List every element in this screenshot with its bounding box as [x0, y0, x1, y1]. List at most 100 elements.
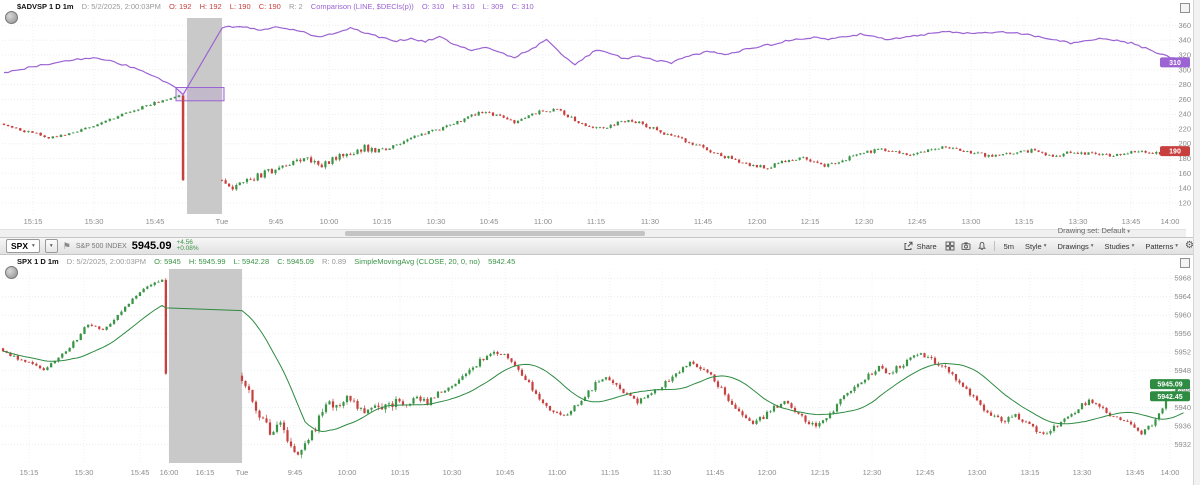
- svg-text:340: 340: [1178, 36, 1191, 45]
- svg-text:15:15: 15:15: [20, 468, 39, 477]
- svg-text:11:15: 11:15: [601, 468, 619, 477]
- svg-text:12:30: 12:30: [863, 468, 882, 477]
- chart-quick-options-icon[interactable]: [5, 11, 18, 24]
- settings-gear-icon[interactable]: ⚙: [1185, 240, 1194, 251]
- svg-text:120: 120: [1178, 198, 1191, 207]
- style-button[interactable]: Style ▾: [1021, 241, 1050, 252]
- svg-text:12:00: 12:00: [758, 468, 777, 477]
- advsp-chart-panel: $ADVSP 1 D 1m D: 5/2/2025, 2:00:03PM O: …: [0, 0, 1200, 237]
- share-label: Share: [916, 241, 937, 251]
- toolbar-right-group: Share 5m Style ▾ Drawings ▾: [898, 239, 1194, 254]
- close-value: C: 190: [258, 2, 281, 11]
- svg-text:10:00: 10:00: [338, 468, 357, 477]
- share-button[interactable]: Share: [898, 239, 941, 254]
- svg-text:5964: 5964: [1174, 292, 1191, 301]
- last-price: 5945.09: [131, 240, 172, 252]
- time-axis-scrollbar[interactable]: [0, 229, 1186, 237]
- maximize-chart-icon[interactable]: [1180, 258, 1190, 268]
- svg-text:11:45: 11:45: [706, 468, 724, 477]
- svg-text:360: 360: [1178, 21, 1191, 30]
- svg-text:5952: 5952: [1174, 348, 1191, 357]
- maximize-chart-icon[interactable]: [1180, 3, 1190, 13]
- sma-study-label[interactable]: SimpleMovingAvg (CLOSE, 20, 0, no): [354, 257, 481, 266]
- high-value: H: 192: [199, 2, 222, 11]
- svg-text:10:30: 10:30: [443, 468, 462, 477]
- comparison-study-label[interactable]: Comparison (LINE, $DECls(p)): [310, 2, 414, 11]
- chevron-down-icon: ▾: [49, 243, 53, 249]
- svg-text:9:45: 9:45: [288, 468, 303, 477]
- comparison-low-value: L: 309: [482, 2, 504, 11]
- timeframe-label: 5m: [1003, 241, 1015, 251]
- svg-text:11:30: 11:30: [653, 468, 671, 477]
- svg-text:5948: 5948: [1174, 366, 1191, 375]
- studies-button[interactable]: Studies ▾: [1101, 241, 1139, 252]
- svg-text:5942.45: 5942.45: [1157, 394, 1182, 401]
- svg-text:220: 220: [1178, 124, 1191, 133]
- svg-text:190: 190: [1169, 149, 1181, 156]
- comparison-close-value: C: 310: [511, 2, 534, 11]
- svg-text:13:45: 13:45: [1122, 217, 1141, 226]
- symbol-input[interactable]: SPX ▾: [6, 239, 40, 253]
- svg-text:160: 160: [1178, 169, 1191, 178]
- svg-text:12:15: 12:15: [801, 217, 820, 226]
- svg-text:12:15: 12:15: [811, 468, 830, 477]
- svg-text:13:00: 13:00: [962, 217, 981, 226]
- flag-icon[interactable]: ⚑: [62, 241, 71, 251]
- svg-text:200: 200: [1178, 139, 1191, 148]
- svg-text:320: 320: [1178, 51, 1191, 60]
- svg-text:15:15: 15:15: [24, 217, 43, 226]
- symbol-history-dropdown[interactable]: ▾: [44, 239, 58, 253]
- svg-text:14:00: 14:00: [1161, 468, 1180, 477]
- low-value: L: 190: [229, 2, 251, 11]
- advsp-chart-canvas[interactable]: 360 340 320 300 280 260 240 220 200 180 160 140 120 1…: [0, 0, 1200, 237]
- advsp-chart-header: $ADVSP 1 D 1m D: 5/2/2025, 2:00:03PM O: …: [17, 2, 540, 11]
- svg-text:13:30: 13:30: [1073, 468, 1092, 477]
- chevron-down-icon: ▾: [1043, 243, 1047, 249]
- chevron-down-icon: ▾: [1127, 229, 1130, 235]
- grid-layout-icon[interactable]: [944, 240, 957, 253]
- svg-text:13:45: 13:45: [1126, 468, 1145, 477]
- alerts-bell-icon[interactable]: [976, 240, 989, 253]
- svg-text:10:00: 10:00: [320, 217, 339, 226]
- chevron-down-icon: ▾: [1175, 243, 1179, 249]
- scrollbar-handle[interactable]: [345, 231, 645, 236]
- svg-text:9:45: 9:45: [269, 217, 284, 226]
- net-change: +4.56: [176, 238, 193, 246]
- camera-snapshot-icon[interactable]: [960, 240, 973, 253]
- svg-text:11:45: 11:45: [694, 217, 712, 226]
- chevron-down-icon: ▾: [1131, 243, 1135, 249]
- svg-text:15:30: 15:30: [85, 217, 104, 226]
- chevron-down-icon: ▾: [1090, 243, 1094, 249]
- chart-title: SPX 1 D 1m: [17, 257, 59, 266]
- chart-datetime: D: 5/2/2025, 2:00:03PM: [66, 257, 146, 266]
- svg-text:240: 240: [1178, 110, 1191, 119]
- svg-text:5932: 5932: [1174, 440, 1191, 449]
- share-icon: [902, 240, 915, 253]
- svg-text:12:45: 12:45: [916, 468, 935, 477]
- right-edge-scrollbar[interactable]: [1193, 0, 1200, 485]
- svg-text:13:30: 13:30: [1069, 217, 1088, 226]
- svg-text:5960: 5960: [1174, 311, 1191, 320]
- svg-text:13:15: 13:15: [1015, 217, 1034, 226]
- close-value: C: 5945.09: [277, 257, 314, 266]
- svg-text:5945.09: 5945.09: [1157, 382, 1182, 389]
- spx-chart-canvas[interactable]: 5968596459605956595259485944594059365932…: [0, 255, 1200, 485]
- spx-chart-header: SPX 1 D 1m D: 5/2/2025, 2:00:03PM O: 594…: [17, 257, 521, 266]
- svg-text:16:00: 16:00: [160, 468, 179, 477]
- net-change-block: +4.56 +0.08%: [176, 238, 198, 253]
- svg-text:10:15: 10:15: [391, 468, 410, 477]
- svg-text:5968: 5968: [1174, 274, 1191, 283]
- svg-text:10:45: 10:45: [480, 217, 499, 226]
- chart-quick-options-icon[interactable]: [5, 266, 18, 279]
- drawing-set-selector[interactable]: Drawing set: Default ▾: [1058, 226, 1130, 235]
- drawings-button[interactable]: Drawings ▾: [1054, 241, 1098, 252]
- timeframe-button[interactable]: 5m: [1000, 241, 1018, 252]
- svg-text:11:00: 11:00: [534, 217, 552, 226]
- svg-text:15:45: 15:45: [131, 468, 150, 477]
- svg-text:16:15: 16:15: [196, 468, 215, 477]
- patterns-button[interactable]: Patterns ▾: [1141, 241, 1182, 252]
- svg-text:11:30: 11:30: [641, 217, 659, 226]
- company-name: S&P 500 INDEX: [75, 242, 127, 250]
- style-label: Style: [1025, 241, 1042, 251]
